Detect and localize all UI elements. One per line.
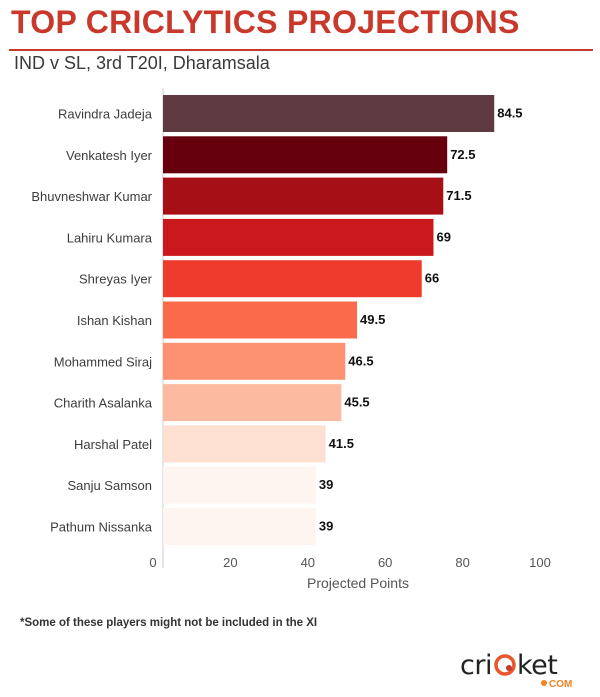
- x-tick-label: 0: [149, 555, 156, 570]
- category-label: Pathum Nissanka: [50, 520, 153, 535]
- bar: [163, 136, 448, 174]
- svg-text:COM: COM: [549, 679, 572, 688]
- value-label: 46.5: [348, 353, 373, 368]
- bar: [163, 342, 346, 380]
- category-label: Harshal Patel: [74, 437, 152, 452]
- value-label: 66: [425, 271, 439, 286]
- value-label: 84.5: [497, 106, 522, 121]
- value-label: 39: [319, 519, 333, 534]
- svg-text:cri: cri: [460, 650, 492, 681]
- bar: [163, 384, 342, 422]
- bar: [163, 95, 495, 132]
- value-label: 69: [436, 229, 450, 244]
- bar: [163, 260, 422, 298]
- category-label: Shreyas Iyer: [79, 272, 153, 287]
- x-tick-label: 100: [529, 555, 551, 570]
- x-tick-label: 20: [223, 555, 237, 570]
- x-tick-label: 60: [378, 555, 392, 570]
- svg-text:ket: ket: [517, 650, 557, 681]
- bar: [163, 177, 444, 215]
- bar: [163, 425, 326, 463]
- subtitle: IND v SL, 3rd T20I, Dharamsala: [14, 53, 270, 73]
- x-tick-label: 40: [301, 555, 315, 570]
- bar: [163, 466, 316, 504]
- bar-chart: Projected Points Ravindra Jadeja 84.5 Venk…: [31, 88, 551, 591]
- cricket-com-logo: cri ket COM: [460, 650, 572, 688]
- category-label: Bhuvneshwar Kumar: [31, 189, 152, 204]
- footnote: *Some of these players might not be incl…: [20, 617, 318, 629]
- category-label: Mohammed Siraj: [54, 354, 152, 369]
- value-label: 49.5: [360, 312, 385, 327]
- category-label: Venkatesh Iyer: [66, 148, 153, 163]
- x-axis-label: Projected Points: [307, 575, 409, 591]
- category-label: Ishan Kishan: [77, 313, 152, 328]
- bar: [163, 218, 434, 256]
- category-label: Ravindra Jadeja: [58, 107, 153, 122]
- value-label: 45.5: [344, 395, 369, 410]
- value-label: 71.5: [446, 188, 471, 203]
- title-divider: [9, 49, 593, 51]
- category-label: Sanju Samson: [67, 478, 152, 493]
- value-label: 39: [319, 477, 333, 492]
- bar: [163, 301, 358, 339]
- category-label: Charith Asalanka: [54, 396, 153, 411]
- category-label: Lahiru Kumara: [67, 230, 153, 245]
- bar: [163, 508, 316, 545]
- value-label: 72.5: [450, 147, 475, 162]
- page-title: TOP CRICLYTICS PROJECTIONS: [11, 4, 520, 40]
- x-tick-label: 80: [455, 555, 469, 570]
- value-label: 41.5: [329, 436, 354, 451]
